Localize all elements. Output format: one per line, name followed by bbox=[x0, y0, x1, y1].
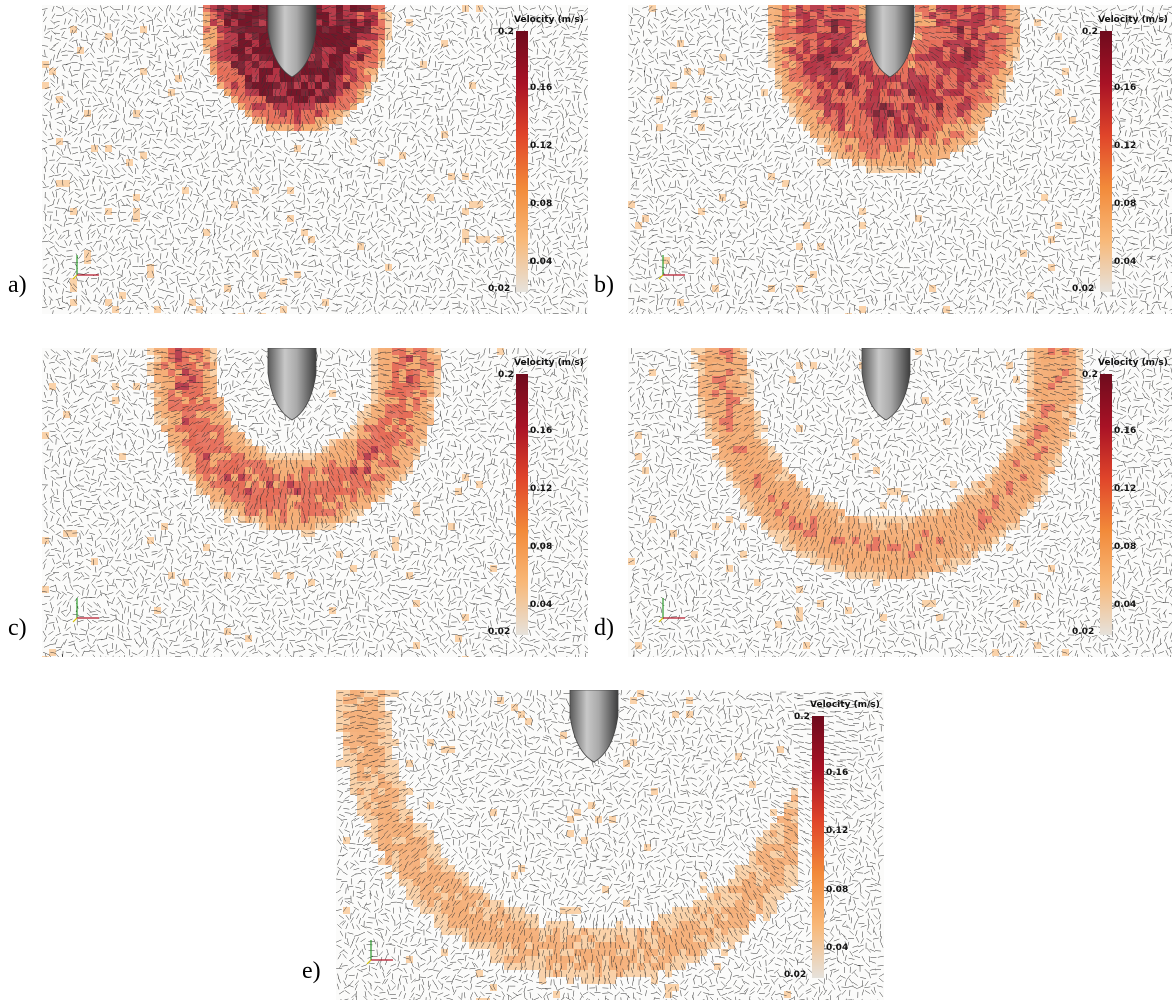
colorbar-tick-label: 0.16 bbox=[530, 83, 552, 93]
colorbar-tick-label: 0.12 bbox=[530, 484, 552, 494]
colorbar-title: Velocity (m/s) bbox=[514, 358, 584, 368]
colorbar-tick-label: 0.12 bbox=[530, 141, 552, 151]
colorbar-min-label: 0.02 bbox=[784, 970, 806, 980]
particle-segments bbox=[42, 348, 588, 657]
velocity-field-a: Velocity (m/s) 0.2 0.02 0.16 0.12 0.08 0.04 bbox=[42, 5, 588, 314]
axes-triad bbox=[366, 940, 393, 965]
colorbar bbox=[812, 716, 824, 978]
velocity-field-b: Velocity (m/s) 0.2 0.02 0.16 0.12 0.08 0.04 bbox=[628, 5, 1172, 314]
indenter-tip bbox=[865, 5, 915, 78]
indenter-tip bbox=[267, 348, 317, 421]
colorbar-min-label: 0.02 bbox=[488, 627, 510, 637]
velocity-field-e: Velocity (m/s) 0.2 0.02 0.16 0.12 0.08 0.04 bbox=[336, 690, 884, 1000]
panel-label-a: a) bbox=[8, 272, 27, 299]
panel-label-b: b) bbox=[594, 272, 614, 299]
field-plot-c bbox=[42, 348, 588, 657]
colorbar bbox=[1100, 374, 1112, 635]
colorbar-title: Velocity (m/s) bbox=[810, 700, 880, 710]
field-plot-e bbox=[336, 690, 884, 1000]
colorbar-tick-label: 0.04 bbox=[530, 600, 552, 610]
colorbar-max-label: 0.2 bbox=[794, 712, 810, 722]
colorbar-max-label: 0.2 bbox=[498, 370, 514, 380]
indenter-tip bbox=[861, 348, 911, 421]
colorbar-tick-label: 0.12 bbox=[826, 826, 848, 836]
axes-triad bbox=[658, 598, 685, 623]
colorbar-min-label: 0.02 bbox=[1072, 627, 1094, 637]
velocity-magnitude-field bbox=[628, 5, 1076, 314]
colorbar-title: Velocity (m/s) bbox=[1098, 358, 1168, 368]
colorbar-tick-label: 0.04 bbox=[1114, 600, 1136, 610]
colorbar-tick-label: 0.04 bbox=[826, 943, 848, 953]
colorbar-title: Velocity (m/s) bbox=[1098, 15, 1168, 25]
colorbar-tick-label: 0.08 bbox=[826, 885, 848, 895]
colorbar-min-label: 0.02 bbox=[1072, 284, 1094, 294]
panel-label-e: e) bbox=[302, 958, 321, 985]
colorbar-tick-label: 0.16 bbox=[826, 768, 848, 778]
particle-segments bbox=[42, 5, 588, 314]
particle-segments bbox=[336, 690, 884, 1000]
axes-triad bbox=[72, 255, 99, 280]
particle-segments bbox=[628, 348, 1172, 657]
axes-triad bbox=[658, 255, 685, 280]
colorbar-tick-label: 0.04 bbox=[530, 257, 552, 267]
colorbar-tick-label: 0.08 bbox=[1114, 199, 1136, 209]
colorbar-min-label: 0.02 bbox=[488, 284, 510, 294]
colorbar-max-label: 0.2 bbox=[1082, 27, 1098, 37]
colorbar-tick-label: 0.08 bbox=[530, 199, 552, 209]
colorbar-tick-label: 0.12 bbox=[1114, 484, 1136, 494]
colorbar bbox=[516, 374, 528, 635]
colorbar bbox=[1100, 31, 1112, 292]
velocity-magnitude-field bbox=[336, 690, 798, 1000]
panel-label-d: d) bbox=[594, 615, 614, 642]
colorbar-tick-label: 0.08 bbox=[1114, 542, 1136, 552]
colorbar-max-label: 0.2 bbox=[498, 27, 514, 37]
colorbar-tick-label: 0.16 bbox=[530, 426, 552, 436]
velocity-field-c: Velocity (m/s) 0.2 0.02 0.16 0.12 0.08 0.04 bbox=[42, 348, 588, 657]
velocity-field-d: Velocity (m/s) 0.2 0.02 0.16 0.12 0.08 0.04 bbox=[628, 348, 1172, 657]
field-plot-d bbox=[628, 348, 1172, 657]
colorbar-tick-label: 0.08 bbox=[530, 542, 552, 552]
indenter-tip bbox=[267, 5, 317, 78]
colorbar-title: Velocity (m/s) bbox=[514, 15, 584, 25]
colorbar-tick-label: 0.04 bbox=[1114, 257, 1136, 267]
field-plot-b bbox=[628, 5, 1172, 314]
colorbar bbox=[516, 31, 528, 292]
colorbar-tick-label: 0.16 bbox=[1114, 426, 1136, 436]
indenter-tip bbox=[569, 690, 619, 763]
colorbar-tick-label: 0.16 bbox=[1114, 83, 1136, 93]
colorbar-tick-label: 0.12 bbox=[1114, 141, 1136, 151]
colorbar-max-label: 0.2 bbox=[1082, 370, 1098, 380]
axes-triad bbox=[72, 598, 99, 623]
panel-label-c: c) bbox=[8, 615, 27, 642]
field-plot-a bbox=[42, 5, 588, 314]
